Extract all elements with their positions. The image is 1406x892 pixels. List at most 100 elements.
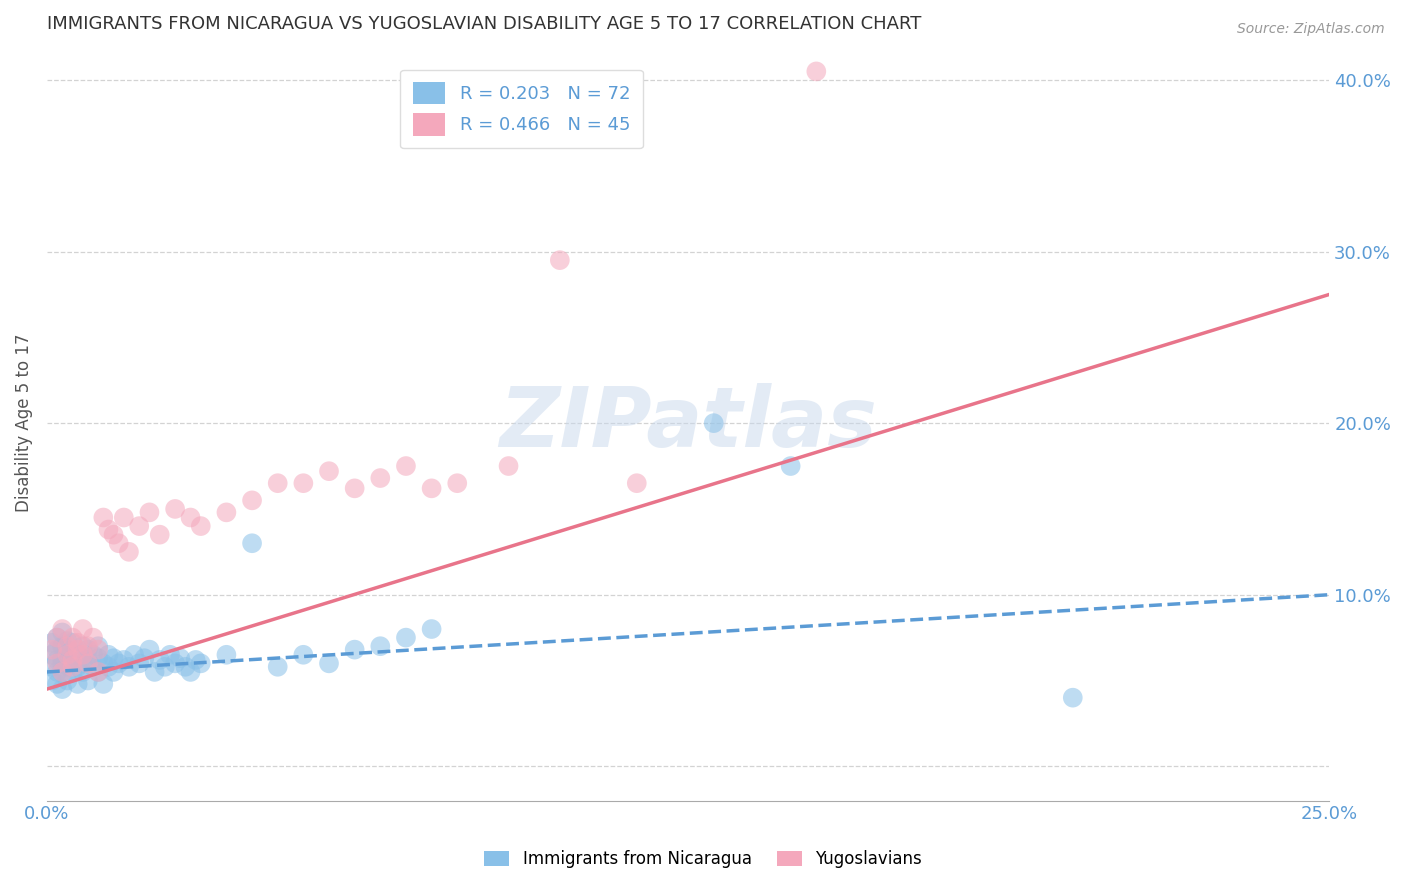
- Point: [149, 653, 172, 667]
- Point: [77, 639, 100, 653]
- Point: [779, 458, 801, 473]
- Point: [143, 665, 166, 679]
- Point: [184, 653, 207, 667]
- Point: [66, 642, 89, 657]
- Point: [66, 660, 89, 674]
- Point: [318, 657, 340, 671]
- Point: [267, 660, 290, 674]
- Point: [498, 458, 520, 473]
- Point: [112, 653, 135, 667]
- Point: [180, 665, 202, 679]
- Point: [51, 657, 73, 671]
- Point: [56, 642, 79, 657]
- Point: [72, 657, 94, 671]
- Point: [180, 510, 202, 524]
- Point: [62, 648, 84, 662]
- Point: [118, 660, 141, 674]
- Point: [91, 677, 114, 691]
- Point: [82, 660, 104, 674]
- Point: [77, 657, 100, 671]
- Point: [91, 510, 114, 524]
- Point: [41, 673, 63, 688]
- Point: [112, 510, 135, 524]
- Point: [153, 660, 176, 674]
- Point: [267, 476, 290, 491]
- Point: [56, 660, 79, 674]
- Point: [87, 665, 110, 679]
- Point: [97, 660, 120, 674]
- Point: [138, 642, 160, 657]
- Point: [107, 657, 129, 671]
- Point: [215, 505, 238, 519]
- Point: [87, 665, 110, 679]
- Point: [169, 651, 191, 665]
- Point: [190, 519, 212, 533]
- Point: [165, 502, 187, 516]
- Point: [82, 631, 104, 645]
- Point: [62, 636, 84, 650]
- Point: [77, 673, 100, 688]
- Point: [62, 653, 84, 667]
- Point: [41, 642, 63, 657]
- Point: [41, 636, 63, 650]
- Point: [62, 665, 84, 679]
- Point: [46, 665, 69, 679]
- Point: [97, 523, 120, 537]
- Point: [41, 648, 63, 662]
- Point: [174, 660, 197, 674]
- Point: [446, 476, 468, 491]
- Point: [51, 682, 73, 697]
- Point: [118, 545, 141, 559]
- Point: [128, 519, 150, 533]
- Point: [51, 665, 73, 679]
- Point: [46, 653, 69, 667]
- Point: [292, 648, 315, 662]
- Text: Source: ZipAtlas.com: Source: ZipAtlas.com: [1237, 22, 1385, 37]
- Legend: Immigrants from Nicaragua, Yugoslavians: Immigrants from Nicaragua, Yugoslavians: [478, 844, 928, 875]
- Point: [626, 476, 648, 491]
- Point: [66, 636, 89, 650]
- Point: [134, 651, 156, 665]
- Point: [46, 657, 69, 671]
- Point: [72, 665, 94, 679]
- Point: [343, 481, 366, 495]
- Point: [548, 253, 571, 268]
- Point: [51, 639, 73, 653]
- Point: [368, 639, 391, 653]
- Point: [56, 673, 79, 688]
- Point: [82, 648, 104, 662]
- Point: [165, 657, 187, 671]
- Point: [103, 651, 125, 665]
- Point: [97, 648, 120, 662]
- Y-axis label: Disability Age 5 to 17: Disability Age 5 to 17: [15, 334, 32, 512]
- Text: IMMIGRANTS FROM NICARAGUA VS YUGOSLAVIAN DISABILITY AGE 5 TO 17 CORRELATION CHAR: IMMIGRANTS FROM NICARAGUA VS YUGOSLAVIAN…: [46, 15, 921, 33]
- Point: [103, 665, 125, 679]
- Point: [46, 642, 69, 657]
- Point: [395, 458, 418, 473]
- Point: [395, 631, 418, 645]
- Point: [62, 631, 84, 645]
- Point: [420, 622, 443, 636]
- Point: [51, 625, 73, 640]
- Point: [190, 657, 212, 671]
- Point: [51, 665, 73, 679]
- Point: [1062, 690, 1084, 705]
- Point: [703, 416, 725, 430]
- Text: ZIPatlas: ZIPatlas: [499, 383, 877, 464]
- Point: [368, 471, 391, 485]
- Point: [46, 677, 69, 691]
- Point: [107, 536, 129, 550]
- Point: [51, 622, 73, 636]
- Point: [46, 631, 69, 645]
- Point: [62, 660, 84, 674]
- Point: [66, 677, 89, 691]
- Point: [41, 660, 63, 674]
- Point: [292, 476, 315, 491]
- Point: [56, 648, 79, 662]
- Point: [215, 648, 238, 662]
- Point: [87, 651, 110, 665]
- Point: [72, 639, 94, 653]
- Point: [149, 527, 172, 541]
- Point: [240, 536, 263, 550]
- Point: [87, 642, 110, 657]
